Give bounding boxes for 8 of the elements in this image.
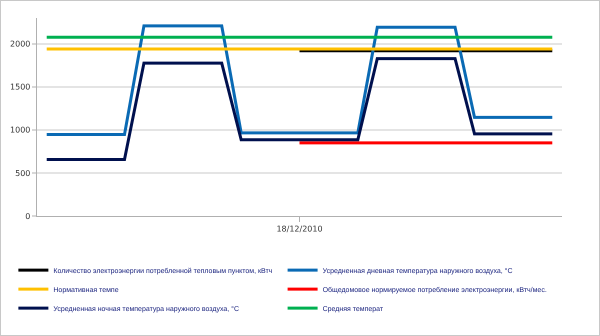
y-tick-label: 0 bbox=[25, 212, 30, 221]
line-series bbox=[45, 57, 554, 161]
y-tick-label: 1500 bbox=[10, 82, 30, 92]
y-tick-label: 500 bbox=[15, 168, 30, 178]
x-tick-label: 18/12/2010 bbox=[276, 224, 323, 234]
y-tick-label: 2000 bbox=[10, 40, 30, 49]
line-series bbox=[45, 24, 554, 136]
y-tick-label: 1000 bbox=[10, 126, 30, 135]
